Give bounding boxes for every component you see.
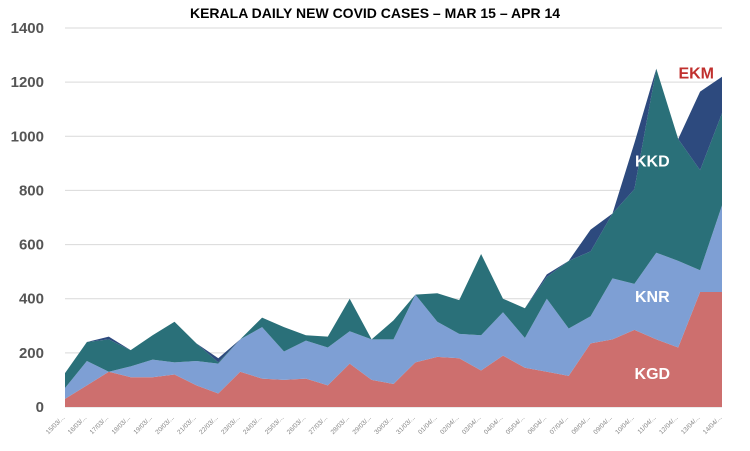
x-tick-label: 17/03/... [89,414,111,436]
x-tick-label: 18/03/... [111,414,133,436]
x-tick-label: 03/04/... [461,414,483,436]
areas [65,68,722,407]
area-kgd [65,291,722,407]
x-tick-label: 09/04/... [592,414,614,436]
y-tick-label: 1200 [11,74,44,91]
y-tick-label: 800 [19,182,44,199]
x-tick-label: 31/03/... [395,414,417,436]
series-label-knr: KNR [635,289,670,306]
x-tick-label: 22/03/... [198,414,220,436]
x-tick-label: 24/03/... [242,414,264,436]
x-tick-label: 12/04/... [658,414,680,436]
chart-title: KERALA DAILY NEW COVID CASES – MAR 15 – … [190,5,560,21]
y-axis-ticks: 0 200 400 600 800 1000 1200 1400 [11,20,44,416]
x-axis-ticks: 15/03/... 16/03/... 17/03/... 18/03/... 19/0… [45,414,724,436]
x-tick-label: 19/03/... [132,414,154,436]
x-tick-label: 15/03/... [45,414,67,436]
y-tick-label: 400 [19,291,44,308]
x-tick-label: 26/03/... [286,414,308,436]
area-knr [65,205,722,399]
x-tick-label: 13/04/... [680,414,702,436]
area-kkd [65,68,722,389]
x-tick-label: 21/03/... [176,414,198,436]
x-tick-label: 02/04/... [439,414,461,436]
series-label-kkd: KKD [635,154,670,171]
x-tick-label: 05/04/... [505,414,527,436]
y-tick-label: 1000 [11,128,44,145]
x-tick-label: 28/03/... [330,414,352,436]
y-tick-label: 1400 [11,20,44,37]
x-tick-label: 29/03/... [351,414,373,436]
y-tick-label: 0 [36,399,44,416]
x-tick-label: 08/04/... [570,414,592,436]
x-tick-label: 07/04/... [549,414,571,436]
series-label-kgd: KGD [635,366,671,383]
y-tick-label: 200 [19,345,44,362]
x-tick-label: 04/04/... [483,414,505,436]
x-tick-label: 30/03/... [373,414,395,436]
x-tick-label: 16/03/... [67,414,89,436]
x-tick-label: 14/04/... [702,414,724,436]
series-label-ekm: EKM [678,66,714,83]
x-tick-label: 01/04/... [417,414,439,436]
x-tick-label: 10/04/... [614,414,636,436]
x-tick-label: 20/03/... [154,414,176,436]
series-labels: KGD KNR KKD EKM [635,66,714,383]
x-tick-label: 25/03/... [264,414,286,436]
x-tick-label: 27/03/... [308,414,330,436]
x-tick-label: 23/03/... [220,414,242,436]
x-tick-label: 06/04/... [527,414,549,436]
y-tick-label: 600 [19,237,44,254]
x-tick-label: 11/04/... [636,414,657,435]
